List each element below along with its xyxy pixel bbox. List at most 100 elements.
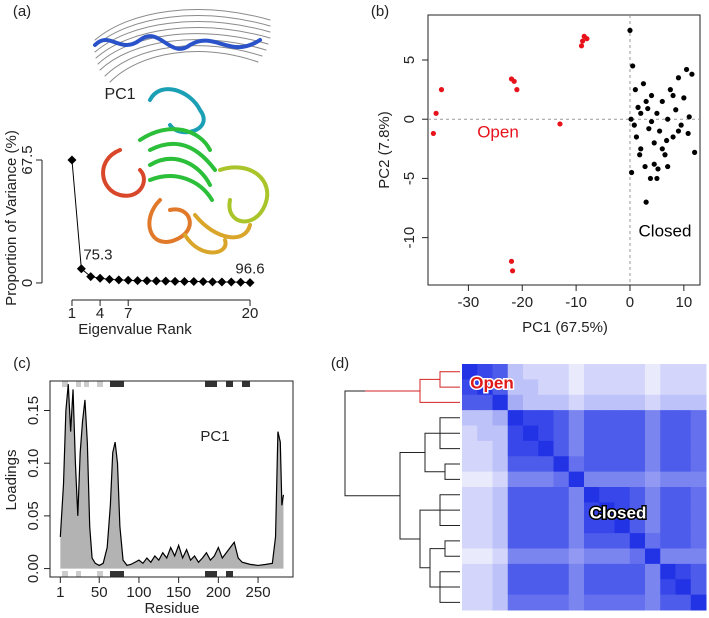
point — [638, 146, 644, 152]
heatmap-cell — [660, 563, 676, 580]
heatmap-cell — [462, 563, 478, 580]
heatmap-cell — [675, 594, 692, 611]
x-tick-label: -30 — [458, 294, 480, 311]
panel-label: (b) — [371, 3, 389, 20]
point — [433, 110, 439, 116]
heatmap-cell — [477, 594, 493, 611]
heatmap-cell — [675, 410, 692, 426]
loading-area — [60, 384, 284, 569]
heatmap-cell — [477, 579, 493, 596]
point — [675, 128, 682, 134]
heatmap-cell — [690, 471, 707, 488]
heatmap-cell — [690, 487, 707, 503]
point — [628, 116, 634, 122]
heatmap-cell — [553, 379, 570, 396]
ss-block — [205, 571, 217, 577]
heatmap-cell — [492, 440, 509, 457]
heatmap-cell — [584, 394, 600, 411]
x-axis-label: Eigenvalue Rank — [78, 321, 192, 338]
heatmap-cell — [690, 394, 707, 411]
heatmap-cell — [553, 410, 570, 426]
point — [646, 126, 652, 132]
ss-block — [226, 571, 233, 577]
heatmap-cell — [614, 517, 631, 534]
heatmap-cell — [492, 394, 509, 411]
point — [648, 92, 655, 99]
heatmap-cell — [599, 517, 615, 534]
point — [678, 122, 684, 128]
heatmap-cell — [477, 502, 493, 519]
heatmap-cell — [614, 533, 631, 549]
x-axis-label: Residue — [144, 600, 199, 617]
heatmap-cell — [645, 425, 661, 442]
scree-point — [236, 277, 246, 287]
heatmap-cell — [629, 364, 646, 380]
mesh-line — [97, 33, 269, 65]
point — [579, 38, 586, 44]
heatmap-cell — [538, 517, 554, 534]
loading-line — [59, 384, 285, 567]
heatmap-cell — [690, 456, 707, 473]
point — [692, 149, 698, 155]
heatmap-cell — [599, 594, 615, 611]
heatmap-cell — [629, 517, 646, 534]
y-tick-label: 5 — [401, 56, 418, 64]
scree-point — [179, 276, 189, 286]
heatmap-cell — [523, 471, 539, 488]
heatmap-cell — [660, 487, 676, 503]
heatmap-cell — [492, 563, 509, 580]
heatmap-cell — [492, 364, 509, 380]
heatmap-cell — [584, 364, 600, 380]
heatmap-cell — [675, 563, 692, 580]
heatmap-cell — [599, 364, 615, 380]
heatmap-cell — [645, 548, 661, 565]
heatmap-cell — [675, 533, 692, 549]
heatmap-cell — [629, 425, 646, 442]
heatmap-cell — [614, 471, 631, 488]
mesh-line — [94, 15, 271, 47]
heatmap-cell — [523, 548, 539, 565]
heatmap-cell — [568, 410, 585, 426]
cluster-label: Closed — [590, 503, 647, 522]
heatmap-cell — [538, 548, 554, 565]
heatmap-cell — [599, 379, 615, 396]
heatmap-cell — [629, 440, 646, 457]
heatmap-cell — [660, 471, 676, 488]
heatmap-cell — [629, 379, 646, 396]
x-tick-label: -20 — [511, 294, 533, 311]
heatmap-cell — [629, 471, 646, 488]
heatmap-cell — [462, 533, 478, 549]
x-tick-label: 0 — [626, 294, 634, 311]
x-tick-label: 100 — [126, 584, 151, 601]
point — [642, 163, 648, 170]
point — [633, 134, 640, 140]
heatmap-cell — [568, 579, 585, 596]
heatmap-cell — [523, 579, 539, 596]
point — [667, 87, 673, 93]
heatmap-cell — [507, 456, 524, 473]
plot-box — [427, 14, 701, 286]
heatmap-cell — [599, 502, 615, 519]
point — [651, 161, 657, 167]
heatmap-cell — [492, 517, 509, 534]
x-tick-label: 1 — [68, 305, 76, 322]
scree-point — [198, 277, 208, 287]
heatmap-cell — [629, 487, 646, 503]
heatmap-cell — [599, 471, 615, 488]
tube — [93, 34, 262, 51]
x-tick-label: 250 — [246, 584, 271, 601]
scree-point — [142, 276, 152, 286]
heatmap-cell — [584, 440, 600, 457]
scree-point — [114, 275, 124, 285]
heatmap-cell — [660, 379, 676, 396]
heatmap-cell — [492, 594, 509, 611]
heatmap-cell — [599, 440, 615, 457]
heatmap-cell — [568, 548, 585, 565]
heatmap-cell — [599, 579, 615, 596]
dendrogram-closed — [344, 390, 460, 603]
heatmap-cell — [507, 563, 524, 580]
series-label: Open — [477, 122, 519, 141]
point — [654, 175, 660, 182]
heatmap-cell — [538, 364, 554, 380]
